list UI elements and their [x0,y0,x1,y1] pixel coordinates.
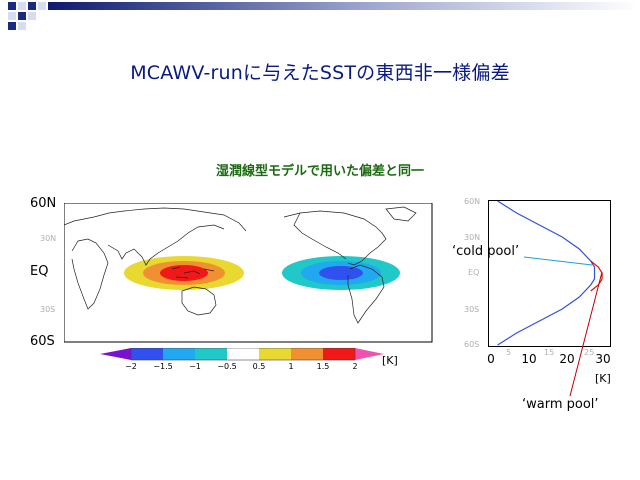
colorbar-triangle-right [355,348,384,360]
profile-faint-tick-15: 15 [544,348,555,357]
profile-x-tick-30: 30 [595,352,611,366]
map-lat-30n: 30N [40,234,57,243]
colorbar-bin-6 [291,348,323,360]
colorbar-tick-4: −0.5 [217,362,237,371]
slide-title: MCAWV-runに与えたSSTの東西非一様偏差 [130,62,510,84]
profile-lat-60n: 60N [464,197,481,206]
profile-faint-tick-25: 25 [584,348,595,357]
sst-profile-plot [488,200,611,347]
colorbar-bin-7 [323,348,355,360]
colorbar-tick-6: 1 [288,362,294,371]
colorbar-tick-1: −2 [125,362,137,371]
colorbar-unit: [K] [382,354,398,367]
profile-lat-60s: 60S [464,340,480,349]
cold-callout-line [523,256,593,266]
colorbar-tick-7: 1.5 [316,362,330,371]
colorbar-tick-8: 2 [352,362,358,371]
colorbar-triangle-left [100,348,131,360]
profile-faint-tick-5: 5 [506,348,512,357]
map-lat-30s: 30S [40,305,56,314]
profile-x-tick-20: 20 [559,352,575,366]
slide-subtitle: 湿潤線型モデルで用いた偏差と同一 [215,164,424,179]
map-lat-60n: 60N [30,196,57,211]
map-lat-eq: EQ [30,264,49,279]
colorbar-tick-2: −1.5 [153,362,173,371]
cold-anomaly [282,256,400,290]
map-lat-60s: 60S [30,334,55,349]
colorbar [100,348,384,361]
warm-pool-line [590,260,603,292]
profile-lat-eq: EQ [468,268,480,277]
cold-pool-label: ‘cold pool’ [452,244,520,259]
sst-anomaly-map [64,203,433,343]
profile-x-tick-0: 0 [487,352,495,366]
profile-lat-30s: 30S [464,305,480,314]
profile-x-tick-10: 10 [521,352,537,366]
header-decoration [8,2,638,30]
colorbar-bin-1 [131,348,163,360]
colorbar-bin-3 [195,348,227,360]
colorbar-bin-2 [163,348,195,360]
warm-callout-line [569,271,603,397]
colorbar-tick-3: −1 [189,362,201,371]
colorbar-bin-4 [227,348,259,360]
profile-lat-30n: 30N [464,233,481,242]
colorbar-bin-5 [259,348,291,360]
profile-unit: [K] [595,372,611,385]
coastlines [64,206,417,324]
colorbar-tick-5: 0.5 [252,362,266,371]
cold-pool-line [497,200,596,346]
warm-pool-label: ‘warm pool’ [522,397,599,412]
